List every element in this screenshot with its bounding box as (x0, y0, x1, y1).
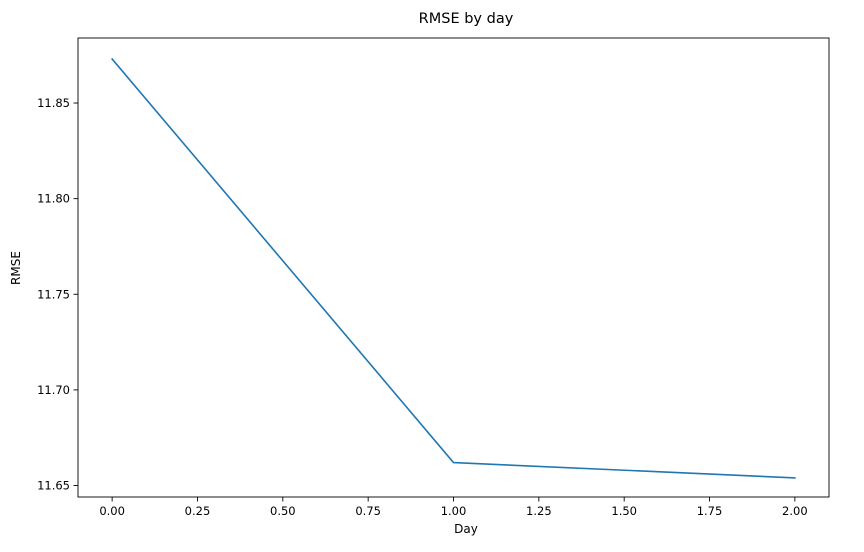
y-tick-label: 11.70 (37, 383, 70, 397)
x-tick-label: 0.00 (99, 504, 125, 518)
y-axis-label: RMSE (9, 251, 23, 285)
y-tick-label: 11.65 (37, 479, 70, 493)
x-tick-label: 1.25 (526, 504, 552, 518)
x-tick-label: 0.50 (270, 504, 296, 518)
y-tick-label: 11.75 (37, 287, 70, 301)
x-tick-label: 1.75 (697, 504, 723, 518)
chart-title: RMSE by day (419, 11, 514, 27)
x-tick-label: 2.00 (782, 504, 808, 518)
x-tick-label: 1.50 (611, 504, 637, 518)
x-tick-label: 1.00 (441, 504, 467, 518)
plot-area: 0.00 0.25 0.50 0.75 1.00 1.25 1.50 1.75 2.00 11.6… (37, 37, 830, 518)
x-tick-label: 0.25 (185, 504, 211, 518)
series-line-0 (111, 57, 796, 479)
x-axis-label: Day (454, 522, 478, 536)
y-tick-label: 11.85 (37, 96, 70, 110)
x-tick-label: 0.75 (355, 504, 381, 518)
y-tick-label: 11.80 (37, 192, 70, 206)
